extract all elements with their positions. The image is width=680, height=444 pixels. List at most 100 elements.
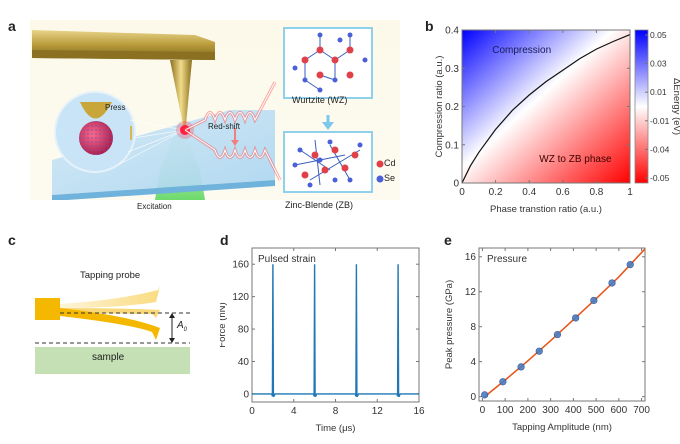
chart-annotation: Pressure xyxy=(487,254,527,265)
y-tick-label: 0 xyxy=(243,389,249,400)
y-tick-label: 4 xyxy=(470,357,476,368)
amplitude-label: A0 xyxy=(177,320,187,333)
tapping-probe-diagram xyxy=(35,286,190,374)
y-tick-label: 80 xyxy=(238,325,250,336)
inset-connector-lines xyxy=(117,119,185,166)
x-tick-label: 16 xyxy=(413,406,425,417)
wurtzite-label: Wurtzite (WZ) xyxy=(292,95,348,105)
y-tick-label: 0.1 xyxy=(445,140,459,151)
x-tick-label: 500 xyxy=(588,405,605,416)
x-tick-label: 0 xyxy=(249,406,255,417)
legend-se-dot xyxy=(376,175,384,183)
colorbar-tick-label: 0.01 xyxy=(650,87,667,97)
peak-pressure-chart: 0 100 200 300 400 500 600 700 0 4 8 12 16 Tapping Amp… xyxy=(444,247,650,433)
plot-frame xyxy=(251,247,420,403)
x-tick-label: 8 xyxy=(333,406,339,417)
probe-lower-position xyxy=(60,308,160,340)
panel-d-label: d xyxy=(220,232,229,248)
y-tick-label: 8 xyxy=(470,322,476,333)
wurtzite-structure-box xyxy=(283,27,373,99)
data-point xyxy=(608,279,616,287)
x-tick-label: 0 xyxy=(459,187,465,198)
panel-c-label: c xyxy=(8,232,16,248)
data-point xyxy=(517,363,525,371)
x-axis-label: Phase transtion ratio (a.u.) xyxy=(490,204,602,215)
probe-base xyxy=(35,298,60,320)
plot-frame xyxy=(478,247,646,402)
colorbar xyxy=(634,29,649,184)
heatmap-field xyxy=(462,30,630,183)
legend-cd-dot xyxy=(376,160,384,168)
amplitude-symbol: A xyxy=(177,320,184,331)
glass-substrate xyxy=(52,110,275,195)
x-tick-label: 12 xyxy=(372,406,384,417)
x-tick-label: 1 xyxy=(627,187,633,198)
y-axis-label: Force (nN) xyxy=(220,302,228,347)
legend-se-label: Se xyxy=(384,173,396,183)
data-point xyxy=(590,296,598,305)
cantilever-edge xyxy=(32,50,215,60)
wurtzite-atoms xyxy=(292,32,368,93)
amplitude-subscript: 0 xyxy=(183,327,188,333)
y-tick-label: 160 xyxy=(232,260,249,271)
nanocrystal-atoms xyxy=(79,121,113,155)
red-shift-label: Red-shift xyxy=(208,122,241,131)
x-tick-label: 700 xyxy=(633,405,650,416)
panel-b-label: b xyxy=(425,18,434,34)
annotation-compression: Compression xyxy=(492,45,551,56)
y-tick-label: 16 xyxy=(465,252,477,263)
data-point xyxy=(535,347,543,355)
zinc-blende-atoms xyxy=(292,139,363,188)
y-tick-label: 0 xyxy=(470,392,476,403)
phase-energy-heatmap: 0 0.2 0.4 0.6 0.8 1 0 0.1 0.2 0.3 0.4 Phase transti… xyxy=(434,26,680,216)
y-tick-label: 0.2 xyxy=(445,102,459,113)
y-axis-label: Peak pressure (GPa) xyxy=(444,280,455,369)
colorbar-tick-label: 0.05 xyxy=(650,30,667,40)
data-point xyxy=(553,330,562,339)
y-tick-label: 0.4 xyxy=(445,26,459,37)
colorbar-tick-label: -0.01 xyxy=(650,116,670,126)
colorbar-tick-label: -0.04 xyxy=(650,144,670,154)
zinc-blende-label: Zinc-Blende (ZB) xyxy=(285,200,354,210)
tapping-probe-title: Tapping probe xyxy=(80,270,141,281)
y-tick-label: 120 xyxy=(232,292,249,303)
x-tick-label: 400 xyxy=(565,405,582,416)
panel-e-label: e xyxy=(444,232,452,248)
y-tick-label: 0.3 xyxy=(445,64,459,75)
fit-line xyxy=(484,248,646,398)
press-label: Press xyxy=(105,103,126,112)
x-tick-label: 100 xyxy=(497,405,514,416)
legend-cd-label: Cd xyxy=(384,158,396,168)
force-series-line xyxy=(252,264,419,397)
x-tick-label: 200 xyxy=(520,405,537,416)
chart-annotation: Pulsed strain xyxy=(258,254,316,265)
colorbar-tick-label: 0.03 xyxy=(650,59,667,69)
x-tick-label: 0.2 xyxy=(489,187,503,198)
inset-tip xyxy=(80,102,112,119)
annotation-wz-to-zb: WZ to ZB phase xyxy=(539,154,612,165)
x-tick-label: 0.4 xyxy=(522,187,536,198)
x-tick-label: 600 xyxy=(611,405,628,416)
x-tick-label: 300 xyxy=(542,405,559,416)
colorbar-tick-label: -0.05 xyxy=(650,173,670,183)
y-tick-label: 12 xyxy=(465,287,477,298)
probe-upper-position xyxy=(60,286,160,308)
y-tick-label: 40 xyxy=(238,357,250,368)
data-point xyxy=(499,378,507,386)
x-tick-label: 4 xyxy=(291,406,297,417)
data-point xyxy=(572,314,580,322)
data-point xyxy=(481,391,489,399)
sample-block xyxy=(35,347,190,374)
data-point xyxy=(626,261,634,269)
sample-label: sample xyxy=(92,352,125,363)
x-tick-label: 0 xyxy=(480,405,486,416)
colorbar-label: ΔEnergy (eV) xyxy=(671,78,680,135)
x-tick-label: 0.8 xyxy=(589,187,603,198)
glass-edge xyxy=(52,180,275,200)
panel-a-label: a xyxy=(8,18,16,34)
y-tick-label: 0 xyxy=(453,179,459,190)
afm-tip xyxy=(170,60,192,130)
phase-boundary-curve xyxy=(461,34,631,184)
excitation-label: Excitation xyxy=(137,202,172,211)
